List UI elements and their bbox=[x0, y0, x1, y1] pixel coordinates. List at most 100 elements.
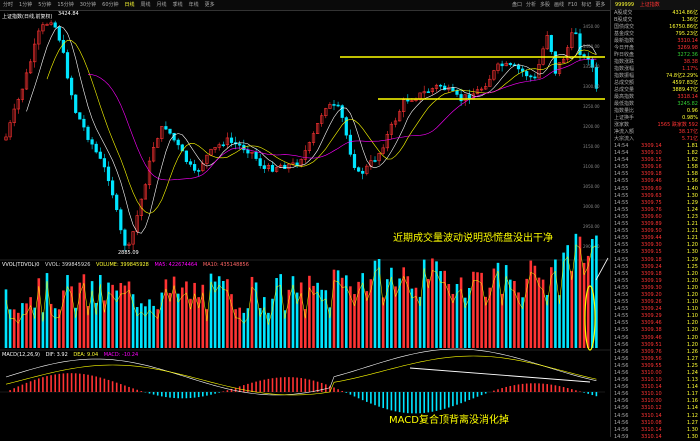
candle bbox=[295, 162, 299, 166]
tick-price: 3309.15 bbox=[641, 157, 662, 164]
period-tab[interactable]: 5分钟 bbox=[38, 2, 52, 8]
tick-volume: 1.27 bbox=[686, 355, 698, 362]
period-tab[interactable]: 年线 bbox=[188, 2, 199, 8]
tick-row: 14:55 3309.44 1.21 bbox=[611, 235, 700, 242]
dea-value: DEA: 9.04 bbox=[73, 352, 99, 358]
right-tab[interactable]: 多股 bbox=[540, 2, 551, 8]
volume-bar bbox=[94, 303, 98, 348]
tick-row: 14:56 3310.14 1.12 bbox=[611, 413, 700, 420]
stat-row: 基金成交 795.23亿 bbox=[611, 31, 700, 38]
volume-bar bbox=[451, 293, 455, 348]
volume-bar bbox=[554, 259, 557, 348]
volume-annotation: 近期成交量波动说明恐慌盘没出干净 bbox=[393, 233, 553, 244]
tick-time: 14:55 bbox=[614, 235, 629, 242]
candle bbox=[8, 122, 12, 138]
volume-bar bbox=[62, 290, 65, 348]
volume-bar bbox=[197, 297, 200, 348]
tick-row: 14:56 3309.56 1.27 bbox=[611, 356, 700, 363]
tick-time: 14:55 bbox=[614, 199, 629, 206]
right-tab[interactable]: F10 bbox=[568, 2, 578, 8]
candle bbox=[176, 139, 180, 146]
vvol-value: VVOL: 399845926 bbox=[45, 262, 91, 268]
period-tab[interactable]: 季线 bbox=[172, 2, 183, 8]
tick-price: 3309.14 bbox=[641, 143, 662, 149]
right-tab[interactable]: 盘口 bbox=[512, 2, 523, 8]
tick-price: 3309.18 bbox=[641, 171, 662, 178]
tick-row: 14:56 3309.76 1.26 bbox=[611, 349, 700, 356]
candle bbox=[262, 165, 266, 169]
candle bbox=[328, 104, 332, 109]
volume-bar bbox=[504, 265, 508, 348]
period-tab[interactable]: 月线 bbox=[156, 2, 167, 8]
tick-time: 14:55 bbox=[614, 228, 629, 235]
tick-row: 14:55 3309.19 1.20 bbox=[611, 278, 700, 285]
volume-bar bbox=[275, 278, 278, 348]
volume-bar bbox=[33, 307, 36, 348]
tick-volume: 1.82 bbox=[686, 150, 698, 157]
tick-volume: 1.40 bbox=[686, 185, 698, 192]
right-tab[interactable]: 画线 bbox=[554, 2, 565, 8]
tick-volume: 1.20 bbox=[686, 291, 698, 298]
candle bbox=[410, 100, 414, 102]
dea-line bbox=[5, 355, 597, 396]
volume-bar bbox=[340, 277, 344, 348]
volume-bar bbox=[468, 288, 471, 348]
candle bbox=[70, 77, 74, 96]
low-price-label: 2885.09 bbox=[118, 250, 139, 256]
candle bbox=[254, 151, 258, 159]
price-axis-label: 3450.00 bbox=[583, 24, 600, 29]
tick-volume: 1.30 bbox=[686, 433, 698, 440]
volume-bar bbox=[513, 280, 516, 348]
candle bbox=[287, 163, 291, 169]
tick-price: 3309.26 bbox=[641, 299, 662, 306]
volume-bar bbox=[254, 282, 258, 348]
period-tab[interactable]: 15分钟 bbox=[57, 2, 74, 8]
tick-time: 14:55 bbox=[614, 171, 629, 178]
tick-volume: 1.29 bbox=[686, 199, 698, 206]
candle bbox=[246, 149, 250, 154]
period-tab[interactable]: 日线 bbox=[124, 2, 135, 8]
macd-indicator-name: MACD(12,26,9) bbox=[2, 352, 40, 358]
period-tab[interactable]: 60分钟 bbox=[102, 2, 119, 8]
kline-chart[interactable]: 3450.00 3400.00 3350.00 3300.00 3250.00 3200.… bbox=[0, 0, 610, 437]
candle bbox=[504, 62, 508, 67]
right-tab[interactable]: 更多 bbox=[595, 2, 606, 8]
tick-volume: 1.14 bbox=[686, 384, 698, 391]
volume-bar bbox=[496, 262, 500, 348]
candle bbox=[90, 139, 94, 145]
stat-value: 3272.36 bbox=[677, 52, 698, 58]
candle bbox=[111, 180, 115, 196]
volume-bar bbox=[217, 276, 221, 348]
candle bbox=[4, 136, 8, 141]
right-tab[interactable]: 分析 bbox=[526, 2, 537, 8]
candle bbox=[164, 126, 168, 130]
tick-volume: 1.21 bbox=[686, 235, 698, 242]
period-tab[interactable]: 分时 bbox=[3, 2, 14, 8]
tick-list[interactable]: 14:54 3309.14 1.81 14:54 3309.10 1.82 14:54 330… bbox=[611, 143, 700, 441]
volume-bar bbox=[41, 312, 45, 348]
volume-bar bbox=[377, 259, 381, 348]
period-tab[interactable]: 30分钟 bbox=[79, 2, 97, 8]
tick-volume: 1.56 bbox=[686, 178, 698, 185]
tick-price: 3309.16 bbox=[641, 164, 662, 171]
tick-volume: 1.58 bbox=[686, 164, 698, 171]
period-tab[interactable]: 周线 bbox=[140, 2, 151, 8]
volume-bar bbox=[209, 273, 213, 348]
period-tab[interactable]: 更多 bbox=[204, 2, 215, 8]
tick-volume: 1.30 bbox=[686, 192, 698, 199]
candle bbox=[455, 90, 459, 95]
tick-volume: 1.23 bbox=[686, 213, 698, 220]
right-tab[interactable]: 标记 bbox=[581, 2, 592, 8]
price-axis-label: 3250.00 bbox=[583, 104, 600, 109]
tick-row: 14:54 3309.14 1.81 bbox=[611, 143, 700, 150]
price-axis-label: 3400.00 bbox=[583, 44, 600, 49]
volume-bar bbox=[484, 296, 487, 348]
candle bbox=[492, 70, 496, 80]
volume-bar bbox=[381, 297, 385, 348]
tick-price: 3309.51 bbox=[641, 341, 662, 348]
tick-price: 3309.24 bbox=[641, 263, 662, 270]
divergence-arrow bbox=[409, 367, 591, 383]
period-tab[interactable]: 1分钟 bbox=[19, 2, 33, 8]
stat-value: 3310.14 bbox=[677, 38, 698, 44]
stat-value: 0.98% bbox=[682, 115, 698, 121]
